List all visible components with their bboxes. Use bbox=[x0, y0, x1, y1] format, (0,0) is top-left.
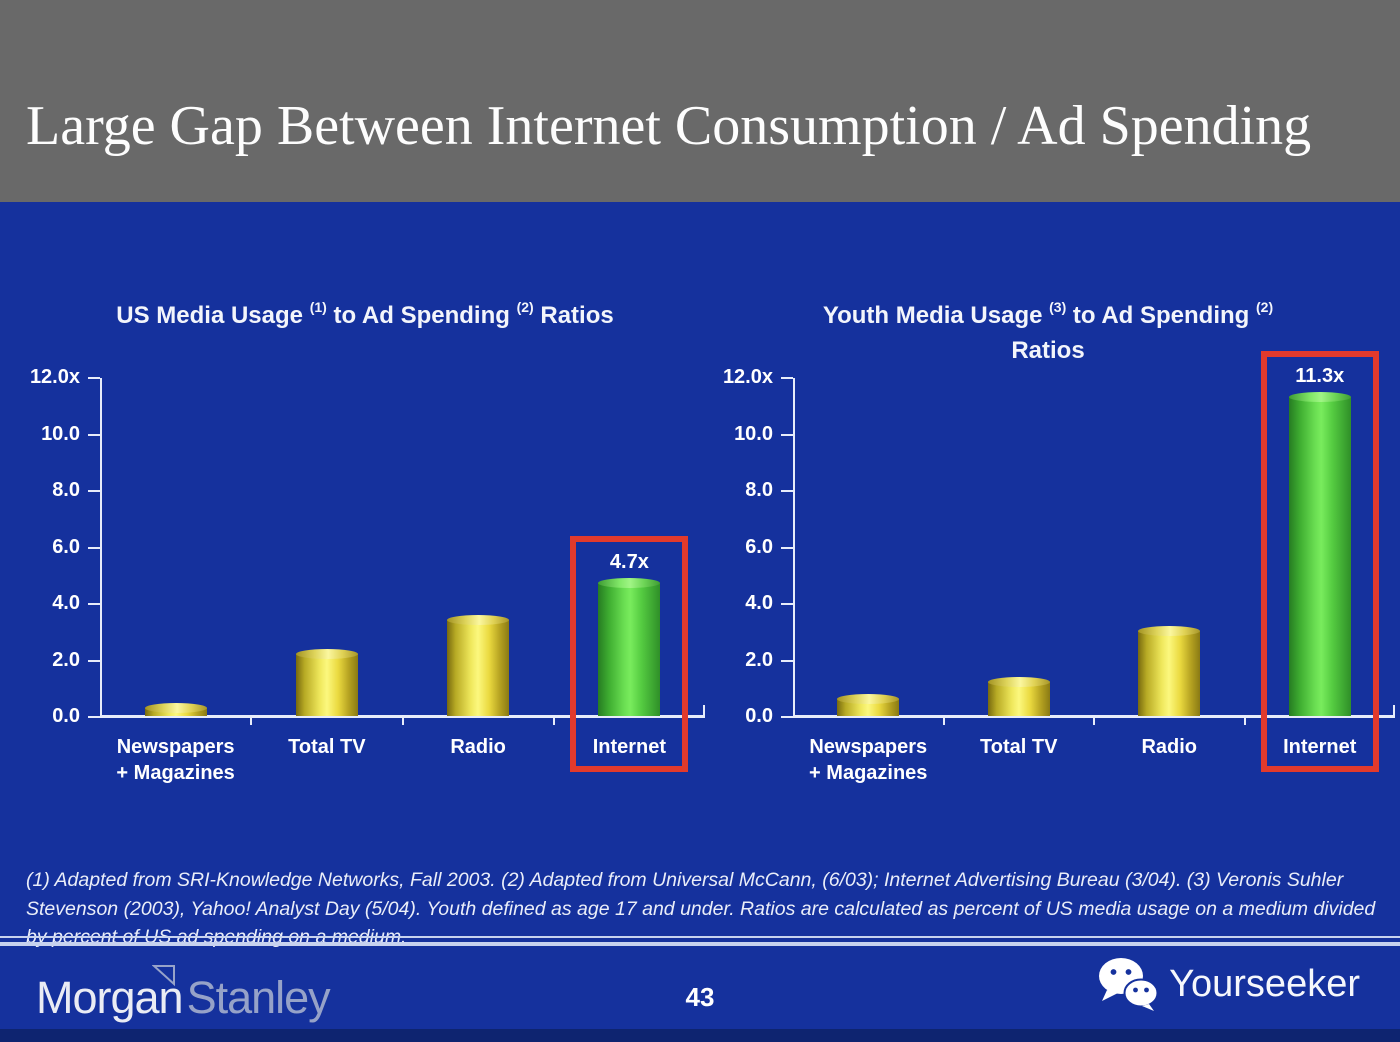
category-label: Radio bbox=[1084, 734, 1254, 760]
y-tick bbox=[781, 433, 793, 436]
highlight-box bbox=[570, 536, 689, 772]
category-label-line: Total TV bbox=[288, 736, 366, 758]
separator-line-thick bbox=[0, 942, 1400, 946]
y-axis bbox=[100, 378, 102, 717]
y-tick bbox=[88, 546, 100, 549]
title-text: to Ad Spending bbox=[326, 302, 517, 329]
y-tick-label: 2.0 bbox=[52, 648, 80, 671]
category-tick bbox=[250, 716, 253, 725]
bar-internet bbox=[1288, 391, 1351, 716]
y-tick bbox=[88, 433, 100, 436]
category-label-line: Internet bbox=[592, 736, 667, 758]
y-tick bbox=[781, 546, 793, 549]
slide-title: Large Gap Between Internet Consumption /… bbox=[26, 95, 1312, 157]
bar-total-tv bbox=[987, 677, 1050, 716]
y-tick-label: 4.0 bbox=[745, 592, 773, 614]
y-tick bbox=[781, 603, 793, 605]
title-superscript: (2) bbox=[516, 299, 534, 315]
highlight-box bbox=[1260, 351, 1379, 772]
title-text: Youth Media Usage bbox=[822, 302, 1050, 329]
category-tick bbox=[401, 716, 404, 725]
right-chart-title: Youth Media Usage (3) to Ad Spending (2)… bbox=[753, 292, 1343, 368]
bottom-strip bbox=[0, 1029, 1400, 1042]
title-superscript: (2) bbox=[1256, 299, 1274, 315]
title-text: US Media Usage bbox=[116, 302, 310, 329]
bar-total-tv bbox=[295, 648, 358, 716]
y-tick bbox=[88, 377, 100, 379]
category-label-line: Radio bbox=[1141, 736, 1198, 758]
value-label: 11.3x bbox=[1295, 364, 1345, 387]
category-tick bbox=[552, 716, 555, 725]
title-line2: Ratios bbox=[1011, 337, 1085, 364]
y-tick bbox=[88, 603, 100, 605]
y-tick bbox=[781, 377, 793, 379]
y-tick bbox=[781, 716, 793, 718]
category-label-line: Total TV bbox=[980, 736, 1058, 758]
category-label-line: + Magazines bbox=[809, 762, 928, 784]
morgan-stanley-word2: Stanley bbox=[186, 972, 331, 1023]
y-tick bbox=[88, 716, 100, 718]
category-tick bbox=[942, 716, 945, 725]
title-text: to Ad Spending bbox=[1066, 302, 1256, 329]
y-tick-label: 4.0 bbox=[52, 592, 80, 614]
footnote: (1) Adapted from SRI-Knowledge Networks,… bbox=[26, 869, 1376, 948]
y-tick-label: 8.0 bbox=[52, 479, 80, 501]
bar-newspapers-magazines bbox=[144, 702, 207, 716]
category-label: Newspapers + Magazines bbox=[91, 734, 261, 786]
axis-end-tick bbox=[1393, 705, 1395, 716]
title-superscript: (3) bbox=[1049, 299, 1067, 315]
bar-internet bbox=[598, 578, 661, 716]
y-tick bbox=[88, 659, 100, 662]
category-label: Total TV bbox=[242, 734, 412, 760]
morgan-stanley-word1: Morgan bbox=[36, 972, 184, 1023]
y-tick-label: 6.0 bbox=[52, 535, 80, 558]
wechat-icon bbox=[1099, 958, 1159, 1011]
y-tick-label: 8.0 bbox=[745, 479, 773, 501]
page-number: 43 bbox=[685, 982, 715, 1012]
watermark: Yourseeker bbox=[1097, 956, 1360, 1012]
bar-newspapers-magazines bbox=[837, 694, 900, 716]
category-label-line: Internet bbox=[1283, 736, 1357, 758]
left-chart-title: US Media Usage (1) to Ad Spending (2) Ra… bbox=[40, 292, 690, 333]
axis-end-tick bbox=[703, 705, 705, 716]
category-tick bbox=[1093, 716, 1095, 725]
category-label-line: + Magazines bbox=[116, 762, 235, 784]
slide-header: Large Gap Between Internet Consumption /… bbox=[0, 0, 1400, 202]
bar-radio bbox=[1138, 626, 1201, 716]
bar-radio bbox=[447, 614, 510, 716]
y-tick-label: 10.0 bbox=[734, 422, 773, 445]
category-label: Radio bbox=[393, 734, 563, 760]
category-label: Newspapers + Magazines bbox=[783, 734, 953, 786]
category-label: Internet bbox=[544, 734, 714, 760]
morgan-stanley-logo: MorganStanley bbox=[36, 972, 331, 1024]
y-tick-label: 0.0 bbox=[745, 705, 773, 727]
y-tick-label: 12.0x bbox=[722, 366, 773, 388]
morgan-stanley-triangle-icon bbox=[152, 965, 175, 987]
category-label-line: Radio bbox=[450, 736, 506, 758]
title-superscript: (1) bbox=[309, 299, 327, 315]
category-label-line: Newspapers bbox=[116, 736, 235, 758]
title-text: Ratios bbox=[533, 302, 614, 329]
category-label: Internet bbox=[1235, 734, 1400, 760]
y-tick bbox=[781, 490, 793, 492]
y-tick-label: 10.0 bbox=[41, 422, 80, 445]
watermark-label: Yourseeker bbox=[1169, 962, 1360, 1005]
y-tick-label: 2.0 bbox=[745, 648, 773, 671]
y-axis bbox=[793, 378, 795, 717]
y-tick bbox=[781, 659, 793, 662]
y-tick bbox=[88, 490, 100, 492]
y-tick-label: 12.0x bbox=[29, 366, 80, 388]
y-tick-label: 0.0 bbox=[52, 705, 80, 727]
separator-line-thin bbox=[0, 936, 1400, 938]
category-label-line: Newspapers bbox=[809, 736, 928, 758]
category-label: Total TV bbox=[934, 734, 1104, 760]
value-label: 4.7x bbox=[609, 551, 649, 574]
y-tick-label: 6.0 bbox=[745, 535, 773, 558]
category-tick bbox=[1243, 716, 1246, 725]
